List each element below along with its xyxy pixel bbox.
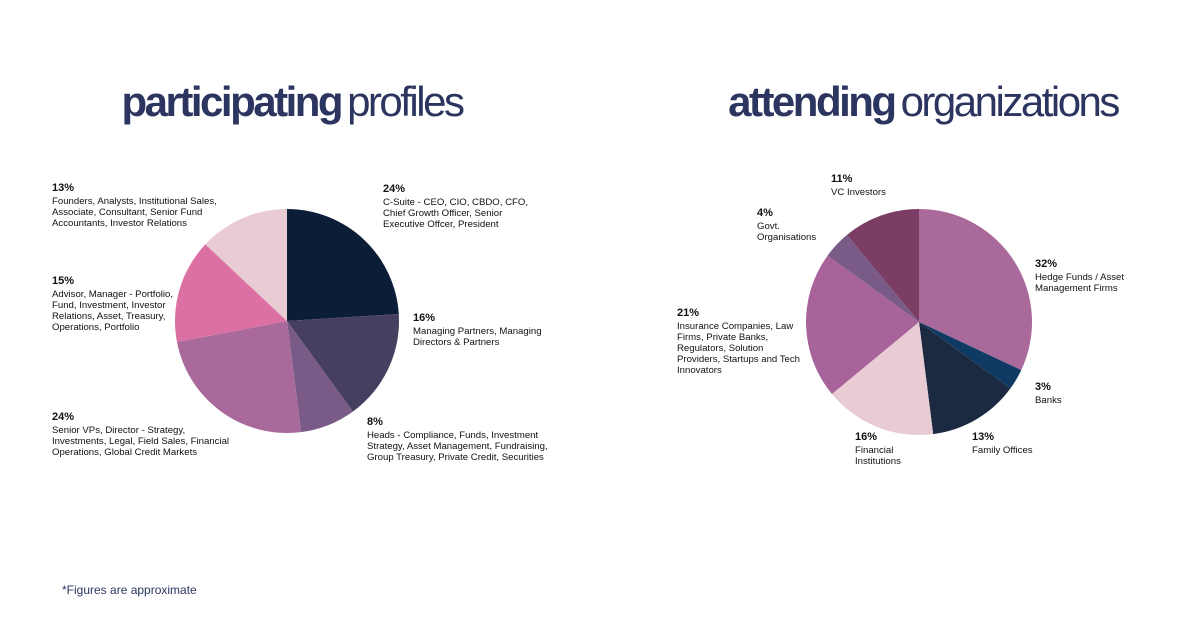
pie-slice bbox=[287, 321, 353, 433]
category-label: Managing Partners, Managing Directors & … bbox=[413, 326, 542, 348]
slice-label: 24% Senior VPs, Director - Strategy, Inve… bbox=[52, 411, 242, 459]
pie-slice bbox=[287, 209, 399, 321]
slice-label: 11% VC Investors bbox=[831, 173, 911, 199]
slice-label: 21% Insurance Companies, Law Firms, Priva… bbox=[677, 307, 802, 377]
title-light: organizations bbox=[900, 78, 1121, 125]
value-label: 21% bbox=[677, 307, 700, 319]
category-label: Govt. Organisations bbox=[757, 221, 817, 243]
title-bold: attending bbox=[728, 78, 897, 125]
chart-title: participating profiles bbox=[0, 78, 592, 126]
value-label: 13% bbox=[52, 182, 75, 194]
value-label: 15% bbox=[52, 275, 75, 287]
value-label: 4% bbox=[757, 207, 773, 219]
slice-label: 15% Advisor, Manager - Portfolio, Fund, I… bbox=[52, 275, 177, 334]
pie-slice bbox=[287, 313, 399, 412]
category-label: Senior VPs, Director - Strategy, Investm… bbox=[52, 425, 230, 458]
value-label: 3% bbox=[1035, 381, 1051, 393]
pie-slice bbox=[831, 322, 934, 435]
pie-slice bbox=[919, 209, 1032, 371]
value-label: 32% bbox=[1035, 258, 1058, 270]
category-label: VC Investors bbox=[831, 187, 886, 198]
value-label: 8% bbox=[367, 416, 383, 428]
slice-label: 16% Financial Institutions bbox=[855, 431, 925, 468]
slice-label: 4% Govt. Organisations bbox=[757, 207, 827, 244]
pie-slice bbox=[806, 255, 919, 395]
footnote: *Figures are approximate bbox=[62, 583, 197, 597]
category-label: Financial Institutions bbox=[855, 445, 901, 467]
pie-slice bbox=[174, 244, 287, 342]
pie-slice bbox=[205, 209, 287, 321]
slice-label: 13% Founders, Analysts, Institutional Sal… bbox=[52, 182, 227, 230]
pie-slice bbox=[827, 234, 919, 322]
value-label: 13% bbox=[972, 431, 995, 443]
slice-label: 3% Banks bbox=[1035, 381, 1095, 407]
title-light: profiles bbox=[347, 78, 465, 125]
value-label: 24% bbox=[52, 411, 75, 423]
value-label: 24% bbox=[383, 183, 406, 195]
slice-label: 24% C-Suite - CEO, CIO, CBDO, CFO, Chief … bbox=[383, 183, 543, 231]
category-label: Banks bbox=[1035, 395, 1062, 406]
chart-title: attending organizations bbox=[623, 78, 1200, 126]
pie-slice bbox=[176, 321, 302, 433]
pie-slice bbox=[846, 209, 919, 322]
slice-label: 32% Hedge Funds / Asset Management Firms bbox=[1035, 258, 1145, 295]
pie-slice bbox=[919, 322, 1022, 389]
value-label: 16% bbox=[413, 312, 436, 324]
category-label: Heads - Compliance, Funds, Investment St… bbox=[367, 430, 548, 463]
slice-label: 16% Managing Partners, Managing Directors… bbox=[413, 312, 563, 349]
title-bold: participating bbox=[121, 78, 344, 125]
category-label: C-Suite - CEO, CIO, CBDO, CFO, Chief Gro… bbox=[383, 197, 528, 230]
category-label: Founders, Analysts, Institutional Sales,… bbox=[52, 196, 217, 229]
category-label: Advisor, Manager - Portfolio, Fund, Inve… bbox=[52, 289, 174, 333]
category-label: Family Offices bbox=[972, 445, 1033, 456]
category-label: Hedge Funds / Asset Management Firms bbox=[1035, 272, 1125, 294]
category-label: Insurance Companies, Law Firms, Private … bbox=[677, 321, 801, 376]
slice-label: 13% Family Offices bbox=[972, 431, 1052, 457]
slice-label: 8% Heads - Compliance, Funds, Investment … bbox=[367, 416, 567, 464]
value-label: 16% bbox=[855, 431, 878, 443]
value-label: 11% bbox=[831, 173, 853, 185]
pie-slice bbox=[919, 322, 1011, 435]
